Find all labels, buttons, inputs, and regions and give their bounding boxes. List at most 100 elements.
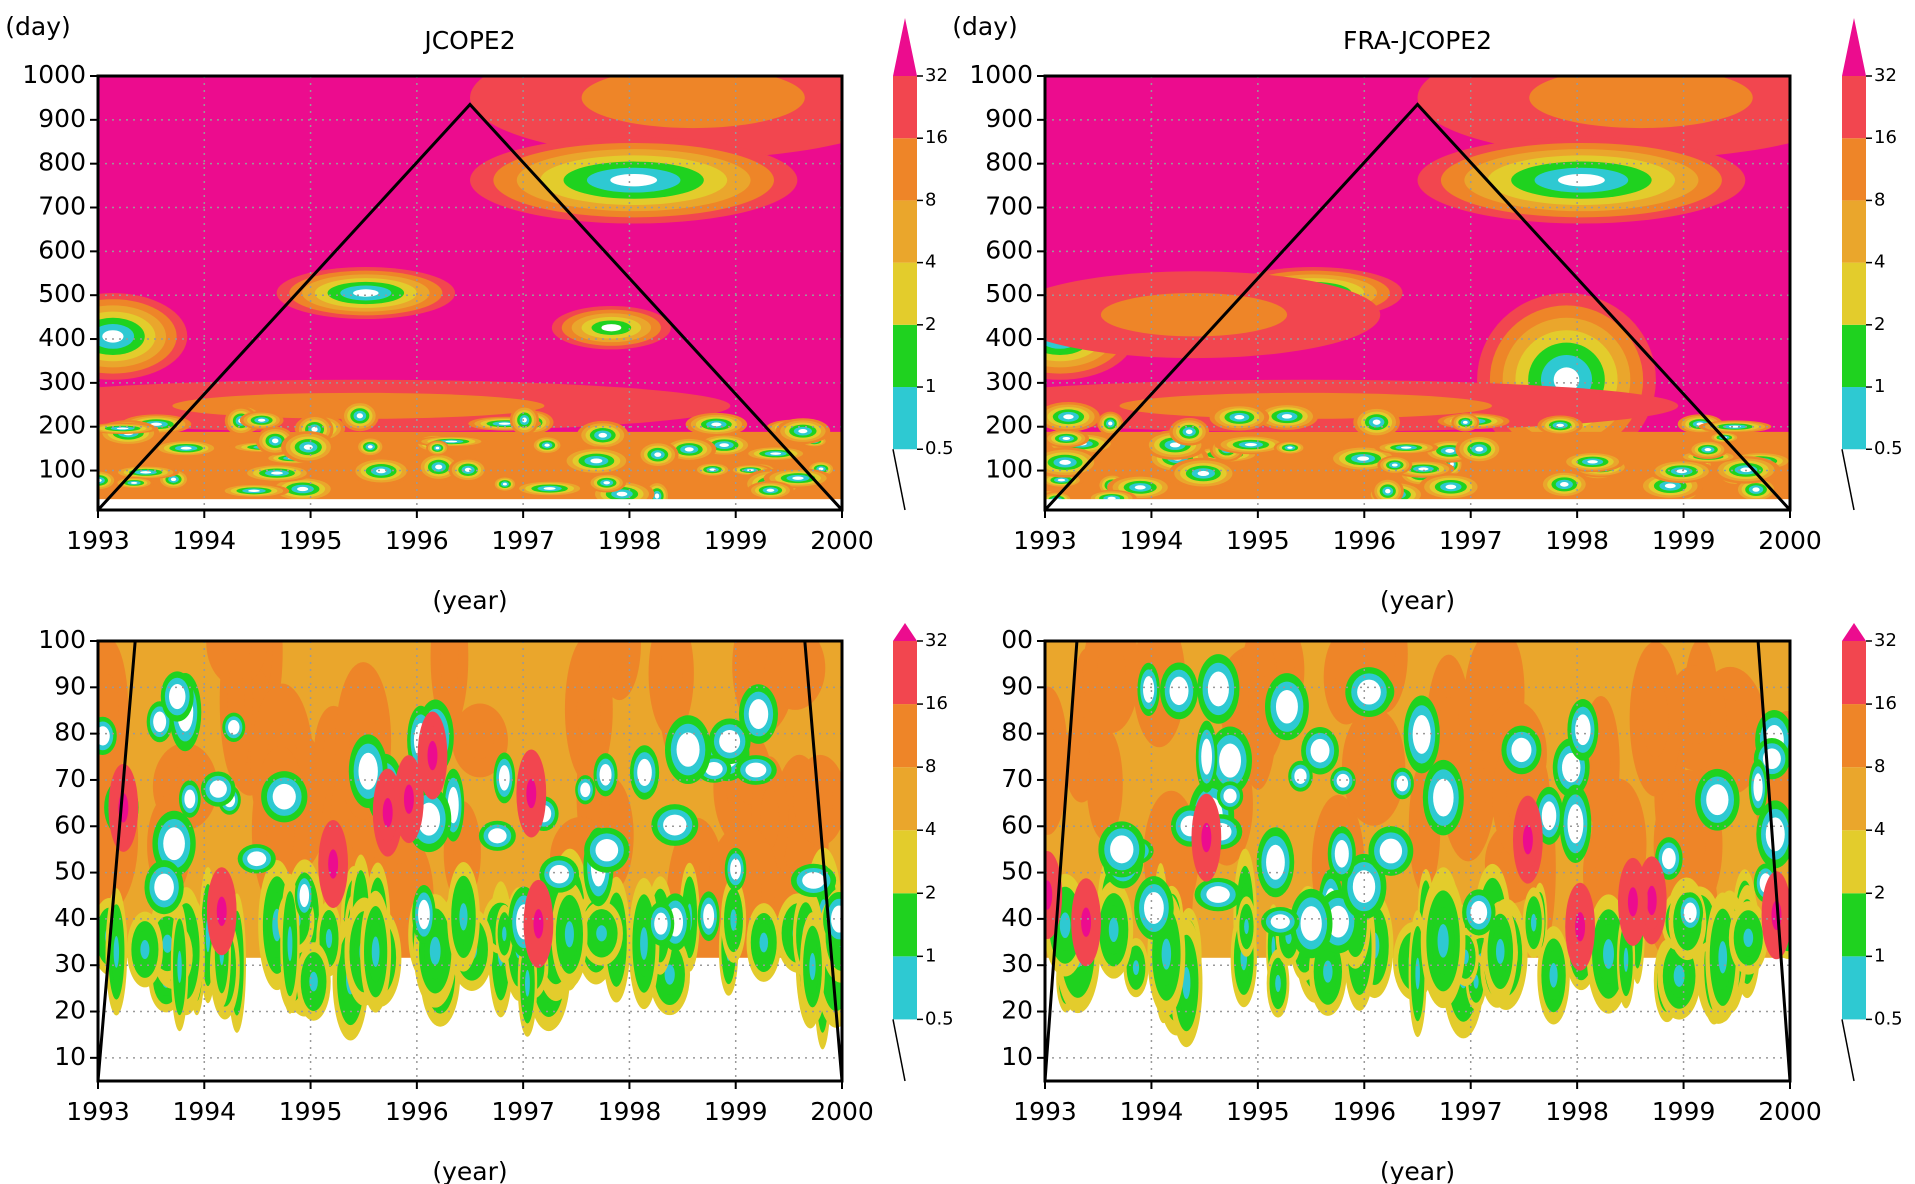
colorbar-label: 32 [925, 65, 948, 86]
y-axis-label: (day) [952, 12, 1018, 41]
contour-region [1057, 478, 1066, 482]
contour-region [98, 499, 842, 510]
contour-region [1399, 779, 1406, 788]
y-tick-label: 10 [54, 1042, 86, 1071]
contour-region [1185, 429, 1193, 435]
colorbar-label: 32 [1874, 65, 1897, 86]
x-tick-label: 1994 [1120, 1097, 1184, 1126]
contour-region [1339, 777, 1347, 785]
colorbar-label: 32 [925, 630, 948, 651]
y-tick-label: 600 [38, 235, 86, 264]
contour-region [1571, 813, 1580, 834]
contour-region [1711, 791, 1723, 808]
contour-region [159, 880, 169, 894]
contour-region [384, 863, 418, 929]
cone-of-influence [98, 102, 842, 510]
contour-region [1557, 173, 1605, 187]
x-tick-label: 1999 [1652, 526, 1716, 555]
contour-region [435, 446, 440, 450]
contour-region [356, 413, 364, 419]
contour-region [602, 769, 609, 781]
y-tick-label: 800 [38, 148, 86, 177]
colorbar-label: 8 [1874, 189, 1885, 210]
contour-region [1062, 436, 1071, 440]
plot-frame [1043, 74, 1792, 512]
contour-region [1108, 917, 1119, 942]
contour-field [98, 641, 842, 1081]
x-tick-label: 1996 [1332, 1097, 1396, 1126]
colorbar-segment [1842, 324, 1866, 388]
y-tick-label: 90 [54, 671, 86, 700]
contour-region [792, 476, 804, 480]
x-tick-label: 1996 [1332, 526, 1396, 555]
colorbar-extension [893, 623, 917, 641]
x-tick-label: 1997 [1439, 526, 1503, 555]
colorbar-segment [1842, 830, 1866, 894]
contour-region [581, 76, 805, 129]
contour-region [759, 932, 769, 953]
contour-region [309, 971, 318, 992]
contour-region [1418, 467, 1429, 471]
colorbar-extension [1842, 449, 1866, 510]
contour-region [1248, 664, 1268, 749]
colorbar-label: 16 [925, 693, 948, 714]
colorbar-segment [893, 956, 917, 1020]
x-axis-label: (year) [432, 1157, 507, 1184]
contour-region [1357, 737, 1390, 797]
contour-region [1385, 844, 1397, 858]
contour-region [1468, 768, 1494, 804]
contour-region [1545, 808, 1553, 824]
contour-region [598, 432, 608, 438]
contour-region [427, 740, 438, 771]
contour-region [640, 765, 649, 780]
contour-region [1224, 752, 1236, 770]
contour-region [173, 690, 182, 703]
cone-of-influence [1045, 102, 1790, 510]
y-tick-label: 600 [985, 235, 1033, 264]
contour-region [1516, 743, 1527, 757]
contour-region [711, 422, 722, 427]
contour-region [445, 440, 458, 443]
contour-region [1063, 414, 1074, 420]
colorbar-label: 4 [925, 819, 936, 840]
colorbar-label: 4 [1874, 252, 1885, 273]
contour-region [1059, 912, 1071, 939]
contour-region [187, 794, 193, 804]
x-tick-label: 1997 [491, 1097, 555, 1126]
colorbar-label: 0.5 [925, 438, 954, 459]
contour-region [1566, 760, 1576, 776]
y-tick-label: 50 [1001, 857, 1033, 886]
y-tick-label: 30 [54, 949, 86, 978]
x-tick-label: 1998 [598, 1097, 662, 1126]
y-tick-label: 70 [54, 764, 86, 793]
contour-region [1174, 683, 1184, 698]
contour-region [367, 445, 373, 449]
y-tick-label: 50 [54, 857, 86, 886]
plot-frame [96, 74, 844, 512]
colorbar-extension [1842, 1019, 1866, 1081]
y-tick-label: 700 [985, 192, 1033, 221]
contour-region [140, 471, 152, 474]
contour-region [1275, 974, 1281, 992]
contour-region [709, 765, 719, 773]
contour-region [807, 876, 820, 885]
contour-region [526, 778, 537, 809]
contour-region [616, 491, 628, 497]
contour-region [1679, 691, 1711, 745]
colorbar-extension [1842, 18, 1866, 76]
contour-region [1045, 499, 1790, 510]
contour-region [760, 787, 780, 850]
y-tick-label: 200 [38, 411, 86, 440]
colorbar-segment [893, 830, 917, 894]
contour-region [1767, 753, 1777, 764]
contour-region [1549, 963, 1558, 988]
colorbar-segment [893, 641, 917, 705]
y-tick-label: 20 [54, 996, 86, 1025]
contour-region [1415, 957, 1420, 990]
contour-region [297, 486, 309, 492]
colorbar-segment [1842, 76, 1866, 139]
contour-region [328, 849, 339, 879]
contour-region [170, 477, 177, 482]
contour-field [98, 76, 842, 510]
cone-of-influence [1045, 641, 1790, 1081]
